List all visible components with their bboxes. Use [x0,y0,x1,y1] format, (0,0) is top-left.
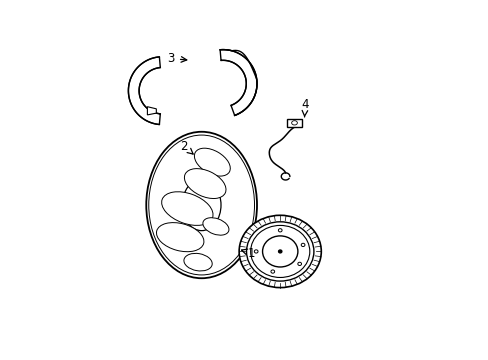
Ellipse shape [278,250,281,253]
Ellipse shape [156,222,203,252]
FancyBboxPatch shape [287,118,301,127]
Ellipse shape [146,132,257,278]
Ellipse shape [297,262,301,266]
Ellipse shape [301,243,305,247]
Ellipse shape [239,215,321,288]
Polygon shape [128,57,160,125]
Ellipse shape [270,270,274,273]
Ellipse shape [194,148,230,176]
Ellipse shape [254,250,258,253]
Ellipse shape [250,225,309,278]
Ellipse shape [183,253,212,271]
Ellipse shape [262,236,297,267]
Text: 1: 1 [241,247,255,260]
Ellipse shape [246,222,313,281]
Ellipse shape [278,229,282,232]
Polygon shape [147,107,156,115]
Ellipse shape [203,218,228,235]
Ellipse shape [162,192,213,225]
Text: 2: 2 [180,140,193,154]
Text: 3: 3 [167,52,186,65]
Polygon shape [220,50,257,116]
Ellipse shape [184,168,225,198]
Text: 4: 4 [301,99,308,117]
